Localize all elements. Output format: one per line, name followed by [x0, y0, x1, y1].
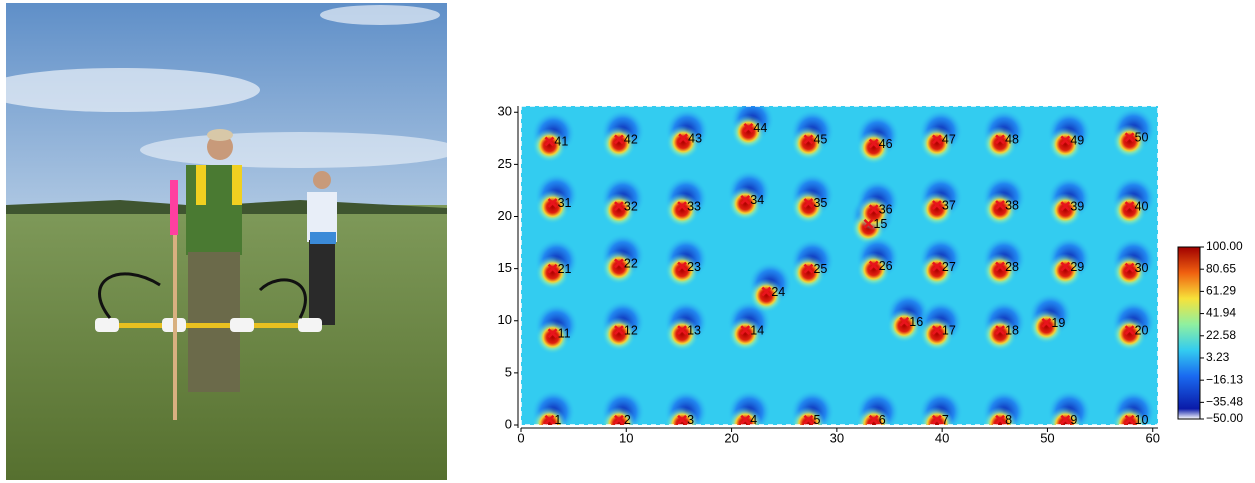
point-label: 16	[909, 315, 923, 329]
point-label: 6	[879, 413, 886, 427]
point-label: 18	[1005, 323, 1019, 337]
colorbar-tick-label: 100.00	[1206, 239, 1243, 253]
point-label: 11	[558, 327, 571, 341]
point-label: 45	[813, 133, 827, 147]
point-label: 1	[554, 413, 561, 427]
point-label: 28	[1005, 260, 1019, 274]
field-photo	[0, 3, 460, 480]
point-label: 24	[771, 285, 785, 299]
point-label: 37	[942, 198, 956, 212]
y-tick-label: 5	[505, 364, 512, 379]
point-label: 33	[687, 199, 701, 213]
point-label: 25	[813, 262, 827, 276]
colorbar-tick-label: −35.48	[1206, 395, 1243, 409]
x-tick-label: 20	[724, 430, 738, 445]
y-tick-label: 0	[505, 416, 512, 431]
point-label: 42	[624, 133, 638, 147]
point-label: 36	[879, 203, 893, 217]
point-label: 30	[1135, 261, 1149, 275]
colorbar-tick-label: 41.94	[1206, 306, 1236, 320]
point-label: 39	[1070, 199, 1084, 213]
colorbar-tick-label: 22.58	[1206, 328, 1236, 342]
x-tick-label: 40	[935, 430, 949, 445]
point-label: 27	[942, 260, 956, 274]
point-label: 7	[942, 413, 949, 427]
point-label: 31	[558, 196, 572, 210]
figure: 1234567891011121314151617181920212223242…	[0, 0, 1255, 483]
magnetic-map: 1234567891011121314151617181920212223242…	[498, 98, 1160, 446]
y-tick-label: 30	[498, 104, 512, 119]
point-label: 20	[1135, 323, 1149, 337]
point-label: 23	[687, 260, 701, 274]
colorbar: 100.00 80.65 61.29 41.94 22.58 3.23 −16.13 −35.…	[1178, 239, 1243, 425]
point-label: 5	[813, 413, 820, 427]
x-tick-label: 50	[1040, 430, 1054, 445]
point-label: 40	[1135, 199, 1149, 213]
point-label: 34	[750, 193, 764, 207]
point-label: 43	[688, 132, 702, 146]
point-label: 49	[1070, 134, 1084, 148]
point-label: 10	[1135, 413, 1149, 427]
y-tick-label: 10	[498, 312, 512, 327]
y-tick-label: 20	[498, 208, 512, 223]
point-label: 44	[753, 121, 767, 135]
point-label: 8	[1005, 413, 1012, 427]
x-tick-label: 60	[1146, 430, 1160, 445]
point-label: 2	[624, 413, 631, 427]
point-label: 46	[879, 137, 893, 151]
point-label: 14	[750, 323, 764, 337]
point-label: 38	[1005, 198, 1019, 212]
point-label: 15	[873, 217, 887, 231]
point-label: 4	[750, 413, 757, 427]
x-tick-label: 30	[830, 430, 844, 445]
x-tick-label: 0	[517, 430, 524, 445]
point-label: 22	[624, 257, 638, 271]
point-label: 12	[624, 323, 638, 337]
point-label: 17	[942, 323, 956, 337]
y-tick-label: 15	[498, 260, 512, 275]
colorbar-tick-label: −16.13	[1206, 372, 1243, 386]
point-label: 35	[813, 196, 827, 210]
point-label: 50	[1135, 131, 1149, 145]
point-label: 19	[1051, 316, 1065, 330]
point-label: 26	[879, 259, 893, 273]
colorbar-tick-label: 3.23	[1206, 350, 1230, 364]
point-label: 3	[687, 413, 694, 427]
point-label: 9	[1070, 413, 1077, 427]
x-tick-label: 10	[619, 430, 633, 445]
point-label: 29	[1070, 260, 1084, 274]
colorbar-scale	[1178, 247, 1200, 419]
point-label: 41	[554, 135, 568, 149]
colorbar-tick-label: 61.29	[1206, 284, 1236, 298]
y-tick-label: 25	[498, 156, 512, 171]
point-label: 32	[624, 199, 638, 213]
colorbar-tick-label: −50.00	[1206, 411, 1243, 425]
point-label: 21	[558, 262, 572, 276]
point-label: 47	[942, 133, 956, 147]
colorbar-tick-label: 80.65	[1206, 261, 1236, 275]
point-label: 48	[1005, 133, 1019, 147]
point-label: 13	[687, 323, 701, 337]
